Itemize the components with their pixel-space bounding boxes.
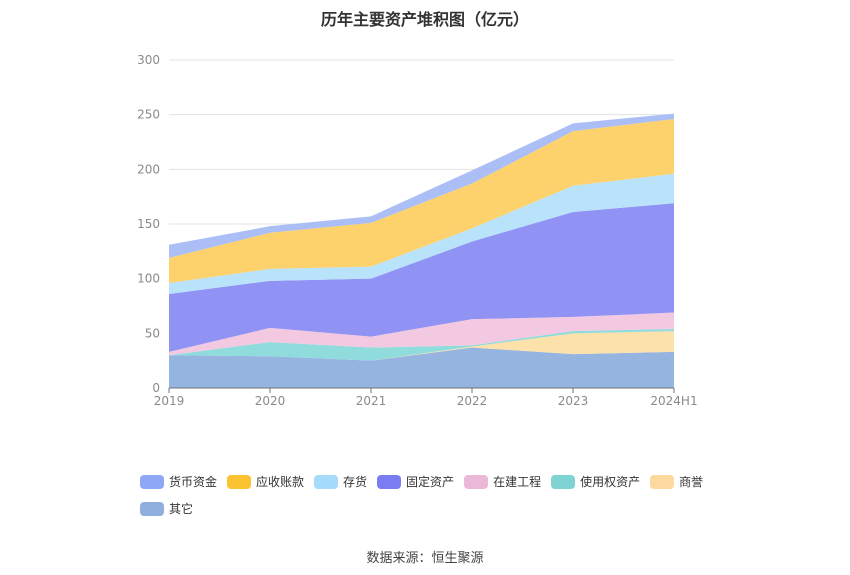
legend-label: 使用权资产 (580, 475, 641, 489)
legend-label: 货币资金 (169, 475, 218, 489)
legend-swatch (464, 474, 489, 489)
legend-item[interactable]: 固定资产 (377, 473, 454, 490)
chart-legend: 货币资金 应收账款 存货 固定资产 在建工程 使用权资产 商誉其它 (140, 473, 740, 527)
y-tick-label: 250 (137, 108, 160, 122)
stacked-area-chart: 0 50 100 150 200 250 300 2019 2020 2021 2022 2023 20… (137, 53, 698, 408)
area-series-其它 (169, 347, 674, 388)
area-series-货币资金 (169, 113, 674, 258)
y-tick-label: 200 (137, 162, 160, 176)
x-tick-label: 2020 (255, 394, 286, 408)
legend-item[interactable]: 在建工程 (464, 473, 541, 490)
legend-swatch (314, 474, 339, 489)
legend-label: 存货 (343, 475, 368, 489)
x-tick-label: 2022 (457, 394, 488, 408)
legend-label: 在建工程 (493, 475, 542, 489)
area-series-在建工程 (169, 312, 674, 356)
legend-label: 固定资产 (406, 475, 455, 489)
legend-swatch (377, 474, 402, 489)
chart-title: 历年主要资产堆积图（亿元） (320, 10, 529, 29)
area-series-固定资产 (169, 203, 674, 352)
legend-swatch (650, 474, 675, 489)
area-series-使用权资产 (169, 328, 674, 361)
legend-item[interactable]: 其它 (140, 500, 193, 517)
data-source: 数据来源：恒生聚源 (366, 551, 484, 566)
y-tick-label: 0 (152, 381, 160, 395)
y-tick-label: 50 (145, 326, 160, 340)
area-series-存货 (169, 173, 674, 294)
legend-label: 应收账款 (256, 475, 305, 489)
legend-swatch (140, 501, 164, 516)
y-tick-label: 100 (137, 272, 160, 286)
legend-swatch (140, 474, 164, 489)
legend-swatch (551, 474, 576, 489)
legend-swatch (227, 474, 252, 489)
legend-label: 其它 (169, 502, 194, 516)
y-tick-label: 300 (137, 53, 160, 67)
legend-item[interactable]: 货币资金 (140, 473, 217, 490)
x-tick-label: 2024H1 (650, 394, 697, 408)
legend-item[interactable]: 商誉 (650, 473, 703, 490)
legend-item[interactable]: 存货 (314, 473, 367, 490)
x-tick-label: 2023 (558, 394, 589, 408)
y-tick-label: 150 (137, 217, 160, 231)
legend-item[interactable]: 使用权资产 (551, 473, 640, 490)
legend-label: 商誉 (679, 475, 704, 489)
legend-item[interactable]: 应收账款 (227, 473, 304, 490)
area-series-商誉 (169, 331, 674, 361)
x-tick-label: 2021 (356, 394, 387, 408)
x-tick-label: 2019 (154, 394, 185, 408)
area-series-应收账款 (169, 119, 674, 284)
